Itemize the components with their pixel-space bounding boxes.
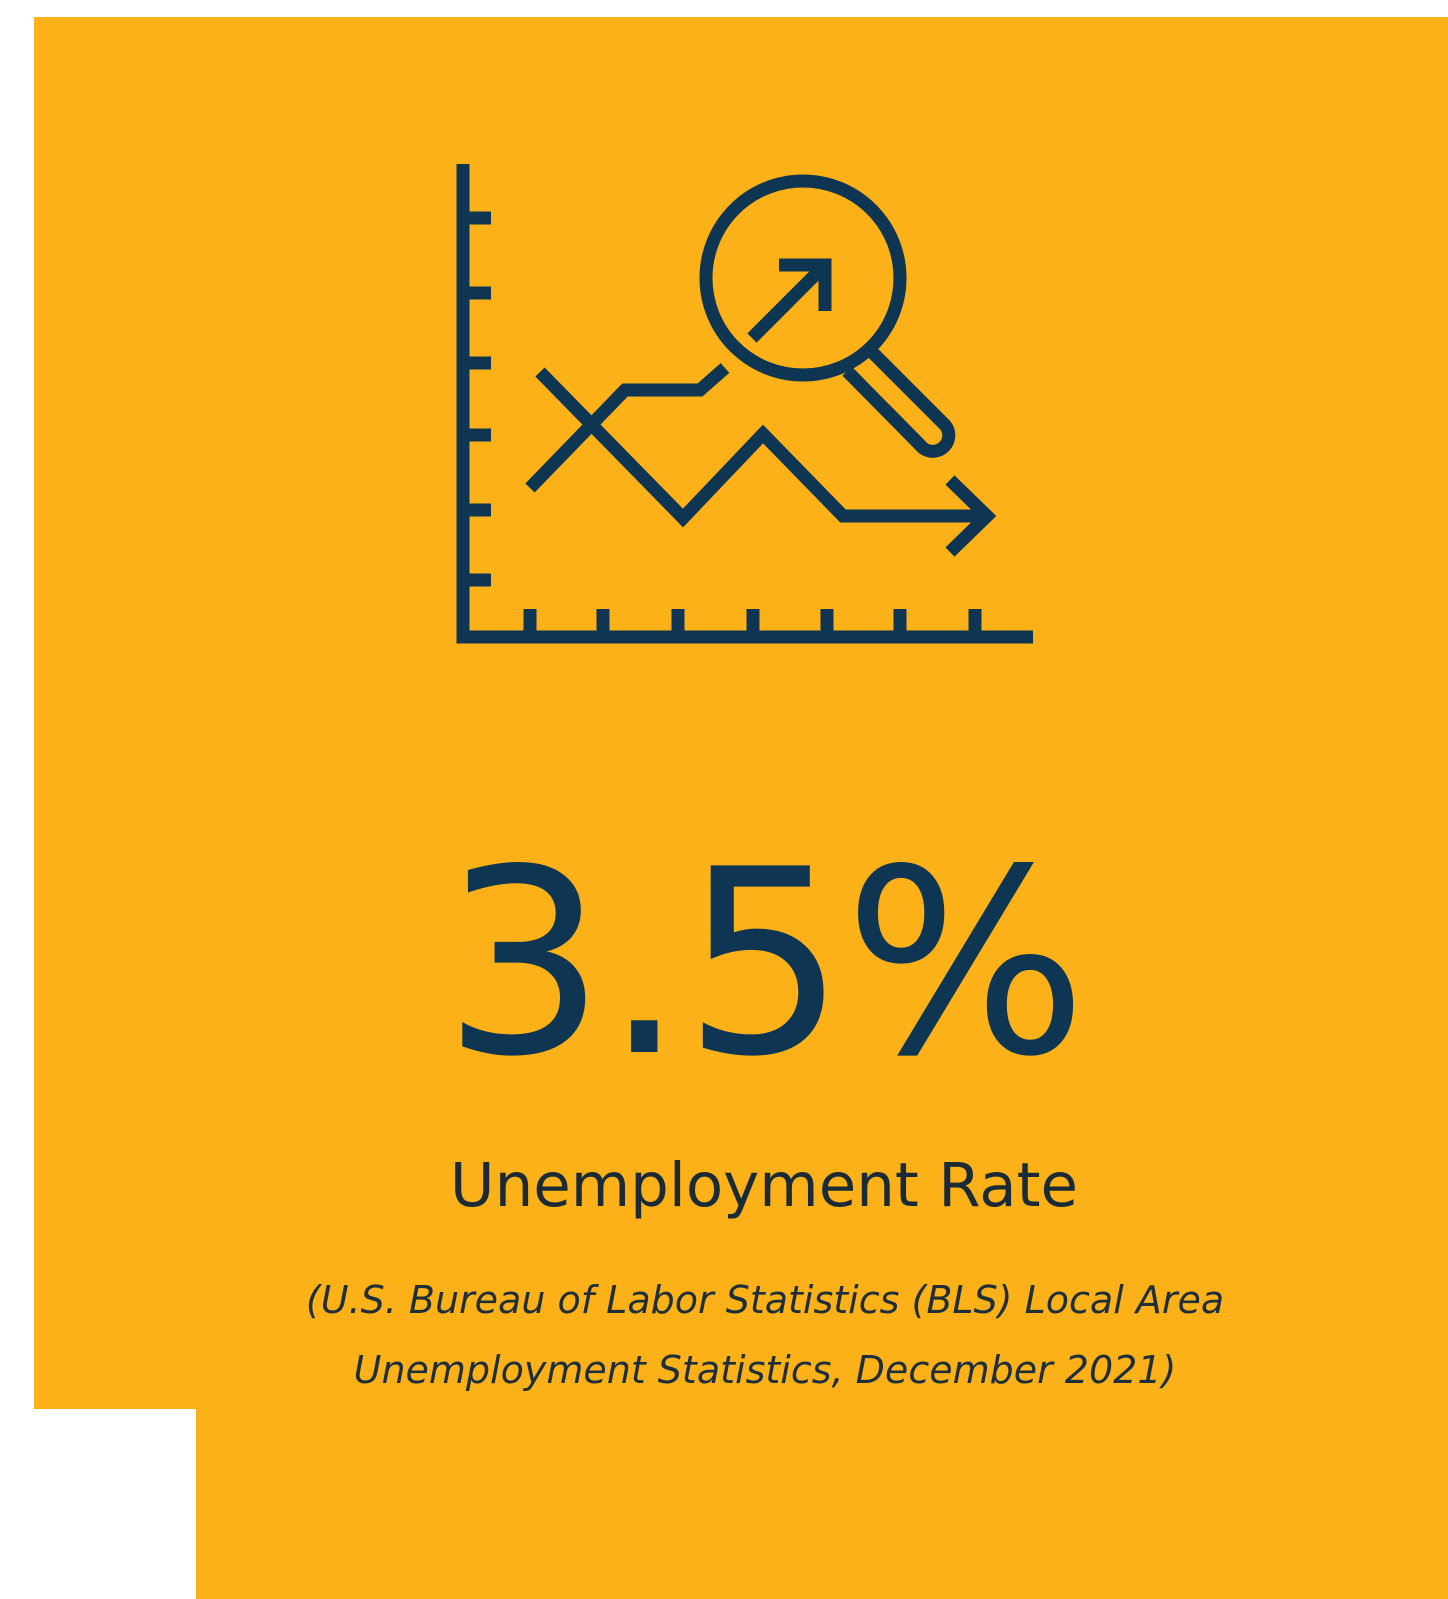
stat-card-background — [34, 17, 1448, 1409]
chart-magnifier-icon-svg — [456, 164, 1033, 644]
stat-value: 3.5% — [442, 815, 1087, 1113]
stat-source: (U.S. Bureau of Labor Statistics (BLS) L… — [305, 1278, 1225, 1392]
rising-line — [525, 363, 730, 493]
arrow-up-right — [747, 262, 828, 343]
stat-card-background-extension — [196, 1405, 1448, 1599]
magnifier-handle — [842, 343, 956, 458]
falling-line — [535, 367, 983, 528]
axes-lines — [456, 164, 1033, 644]
arrow-up-right-head — [779, 258, 832, 311]
magnifier-lens — [699, 174, 907, 382]
chart-magnifier-icon — [455, 160, 1055, 660]
arrow-right-head — [945, 475, 997, 557]
stat-label: Unemployment Rate — [449, 1150, 1079, 1221]
